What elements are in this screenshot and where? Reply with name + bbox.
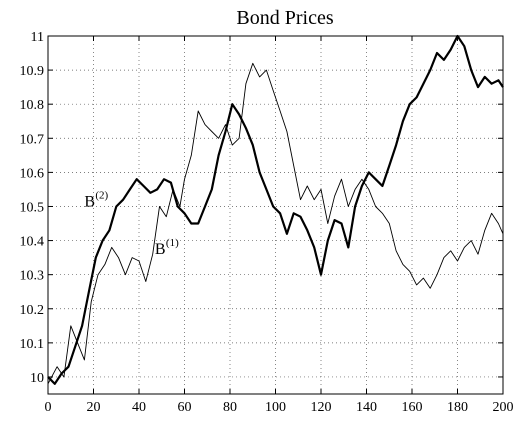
x-tick-label: 80	[223, 400, 237, 415]
y-tick-label: 10.5	[20, 200, 45, 215]
x-tick-label: 140	[356, 400, 377, 415]
x-tick-label: 160	[402, 400, 423, 415]
x-tick-label: 180	[447, 400, 468, 415]
x-tick-label: 40	[132, 400, 146, 415]
series-label-superscript-0: (2)	[95, 189, 108, 201]
x-tick-label: 100	[265, 400, 286, 415]
x-tick-label: 200	[493, 400, 514, 415]
y-tick-label: 10.2	[20, 303, 45, 318]
x-tick-label: 120	[311, 400, 332, 415]
y-tick-label: 10.8	[20, 98, 45, 113]
y-tick-label: 10.9	[20, 64, 45, 79]
y-tick-label: 10.1	[20, 337, 45, 352]
series-label-0: B	[84, 193, 95, 210]
y-tick-label: 10.7	[20, 132, 45, 147]
x-tick-label: 60	[178, 400, 192, 415]
x-tick-label: 0	[45, 400, 52, 415]
y-tick-label: 10.6	[20, 166, 45, 181]
chart-title: Bond Prices	[236, 7, 333, 29]
y-tick-label: 11	[31, 30, 44, 45]
y-tick-label: 10.3	[20, 269, 45, 284]
series-label-superscript-1: (1)	[166, 237, 179, 249]
y-tick-label: 10.4	[20, 235, 45, 250]
series-line-1	[47, 34, 504, 385]
y-tick-label: 10	[30, 371, 44, 386]
series-line-0	[47, 62, 504, 385]
series-label-1: B	[155, 241, 166, 258]
x-tick-label: 20	[87, 400, 101, 415]
